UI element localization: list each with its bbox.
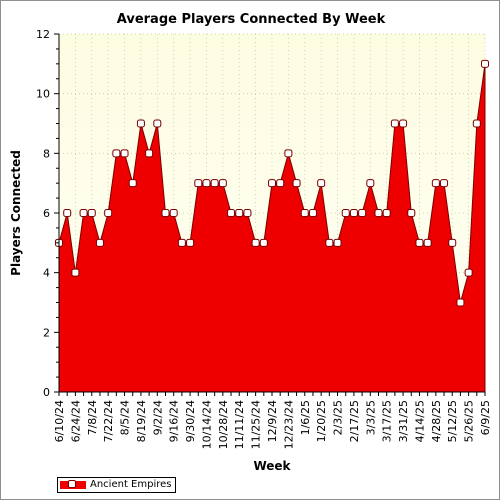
x-tick-label: 9/30/24 bbox=[184, 400, 197, 442]
data-point bbox=[169, 209, 178, 217]
data-point bbox=[325, 238, 334, 247]
x-tick-label: 6/10/24 bbox=[53, 400, 66, 442]
data-point bbox=[227, 209, 236, 217]
x-tick-label: 5/26/25 bbox=[463, 400, 476, 442]
data-point bbox=[104, 209, 113, 217]
data-point bbox=[259, 238, 268, 247]
chart-title: Average Players Connected By Week bbox=[117, 12, 386, 27]
data-point bbox=[382, 209, 391, 217]
data-point bbox=[300, 209, 309, 217]
data-point bbox=[366, 179, 375, 188]
data-point bbox=[177, 238, 186, 247]
data-point bbox=[161, 209, 170, 217]
legend-marker-icon bbox=[68, 480, 76, 488]
data-point bbox=[268, 179, 276, 188]
x-axis-ticks: 6/10/24 6/24/24 7/8/24 7/22/24 8/5/24 8/19/24… bbox=[53, 392, 492, 449]
y-tick-label: 10 bbox=[36, 88, 50, 101]
x-tick-label: 6/24/24 bbox=[69, 400, 82, 442]
data-point bbox=[210, 179, 219, 188]
data-point bbox=[308, 209, 317, 217]
data-point bbox=[423, 238, 432, 247]
x-tick-label: 9/16/24 bbox=[168, 400, 181, 442]
y-tick-label: 6 bbox=[43, 207, 50, 220]
x-tick-label: 8/5/24 bbox=[119, 400, 132, 435]
data-point bbox=[251, 238, 260, 247]
y-axis-ticks: 0 2 4 6 8 10 12 bbox=[36, 28, 59, 399]
legend-label: Ancient Empires bbox=[90, 479, 172, 490]
x-tick-label: 3/31/25 bbox=[397, 400, 410, 442]
y-axis-label: Players Connected bbox=[9, 150, 23, 276]
data-point bbox=[136, 119, 145, 128]
x-tick-label: 7/8/24 bbox=[86, 400, 99, 435]
data-point bbox=[194, 179, 203, 188]
x-tick-label: 3/17/25 bbox=[381, 400, 394, 442]
x-tick-label: 11/11/24 bbox=[233, 400, 246, 449]
data-point bbox=[349, 209, 358, 217]
data-point bbox=[415, 238, 424, 247]
data-point bbox=[407, 209, 416, 217]
data-point bbox=[284, 149, 293, 158]
x-tick-label: 11/25/24 bbox=[250, 400, 263, 449]
x-tick-label: 9/2/24 bbox=[151, 400, 164, 435]
data-point bbox=[145, 149, 154, 158]
data-point bbox=[243, 209, 252, 217]
data-point bbox=[390, 119, 399, 128]
x-tick-label: 8/19/24 bbox=[135, 400, 148, 442]
data-point bbox=[440, 179, 449, 188]
data-point bbox=[87, 209, 96, 217]
y-tick-label: 4 bbox=[43, 267, 50, 280]
y-tick-label: 8 bbox=[43, 147, 50, 160]
data-point bbox=[63, 209, 72, 217]
data-point bbox=[333, 238, 342, 247]
data-point bbox=[431, 179, 440, 188]
data-point bbox=[276, 179, 285, 188]
x-tick-label: 1/6/25 bbox=[299, 400, 312, 435]
data-point bbox=[399, 119, 408, 128]
x-tick-label: 7/22/24 bbox=[102, 400, 115, 442]
data-point bbox=[481, 59, 489, 68]
x-tick-label: 2/3/25 bbox=[332, 400, 345, 435]
x-tick-label: 12/9/24 bbox=[266, 400, 279, 442]
y-tick-label: 12 bbox=[36, 28, 50, 41]
data-point bbox=[448, 238, 457, 247]
x-tick-label: 5/12/25 bbox=[446, 400, 459, 442]
data-point bbox=[153, 119, 162, 128]
x-tick-label: 12/23/24 bbox=[282, 400, 295, 449]
data-point bbox=[120, 149, 129, 158]
x-axis-label: Week bbox=[253, 459, 291, 473]
data-point bbox=[341, 209, 350, 217]
x-tick-label: 2/17/25 bbox=[348, 400, 361, 442]
data-point bbox=[71, 268, 80, 277]
x-tick-label: 10/14/24 bbox=[200, 400, 213, 449]
x-tick-label: 3/3/25 bbox=[364, 400, 377, 435]
data-point bbox=[186, 238, 195, 247]
x-tick-label: 4/14/25 bbox=[413, 400, 426, 442]
x-tick-label: 1/20/25 bbox=[315, 400, 328, 442]
data-point bbox=[95, 238, 104, 247]
data-point bbox=[292, 179, 301, 188]
series-markers bbox=[55, 59, 489, 307]
data-point bbox=[472, 119, 481, 128]
data-point bbox=[358, 209, 367, 217]
x-tick-label: 6/9/25 bbox=[479, 400, 492, 435]
data-point bbox=[464, 268, 473, 277]
data-point bbox=[128, 179, 137, 188]
data-point bbox=[218, 179, 227, 188]
data-point bbox=[317, 179, 326, 188]
data-point bbox=[456, 298, 465, 307]
y-tick-label: 0 bbox=[43, 386, 50, 399]
x-tick-label: 10/28/24 bbox=[217, 400, 230, 449]
data-point bbox=[112, 149, 121, 158]
legend: Ancient Empires bbox=[57, 477, 176, 493]
data-point bbox=[374, 209, 383, 217]
data-point bbox=[235, 209, 244, 217]
data-point bbox=[202, 179, 211, 188]
x-tick-label: 4/28/25 bbox=[430, 400, 443, 442]
data-point bbox=[79, 209, 88, 217]
y-tick-label: 2 bbox=[43, 326, 50, 339]
